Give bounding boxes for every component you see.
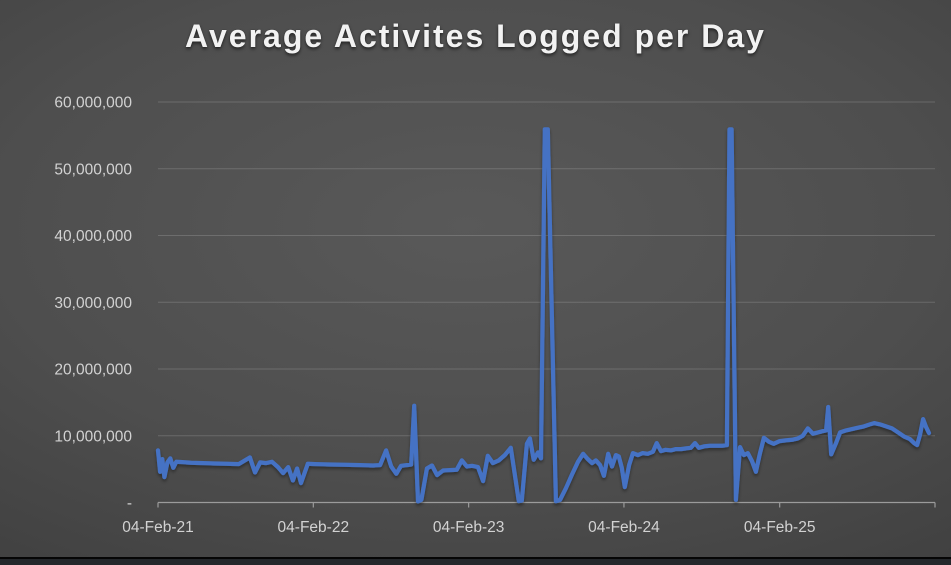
window-edge (0, 557, 951, 565)
y-tick-label: 10,000,000 (54, 428, 132, 445)
y-tick-label: 20,000,000 (54, 362, 132, 379)
x-tick-label: 04-Feb-24 (588, 519, 660, 536)
chart-title: Average Activites Logged per Day (185, 18, 766, 54)
series-line (155, 127, 932, 504)
y-tick-label: 60,000,000 (54, 95, 132, 112)
y-tick-label: - (127, 495, 132, 512)
y-tick-label: 50,000,000 (54, 161, 132, 178)
x-tick-label: 04-Feb-25 (744, 519, 816, 536)
axis-labels: 60,000,000 50,000,000 40,000,000 30,000,000… (54, 95, 815, 537)
x-tick-label: 04-Feb-23 (433, 519, 505, 536)
y-tick-label: 40,000,000 (54, 228, 132, 245)
data-series (155, 127, 932, 504)
x-tick-label: 04-Feb-22 (278, 519, 350, 536)
y-tick-label: 30,000,000 (54, 295, 132, 312)
gridlines (158, 101, 935, 437)
x-tick-label: 04-Feb-21 (122, 519, 194, 536)
axes (157, 501, 936, 508)
